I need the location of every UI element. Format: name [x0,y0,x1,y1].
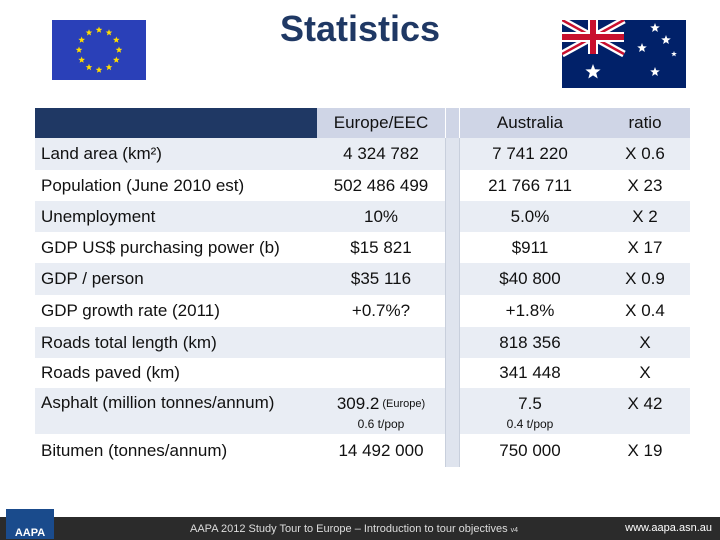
star [113,36,120,43]
star [105,29,113,36]
star [95,66,103,73]
gap-cell [445,138,460,170]
row-label: Land area (km²) [41,144,162,163]
table-value: X [639,363,651,382]
star [671,51,677,57]
star [105,63,113,71]
table-value: X 19 [627,440,663,460]
gap-cell [445,232,460,263]
row-band [35,170,690,201]
row-label: Roads total length (km) [41,332,217,352]
value-text: 309.2 [336,394,380,413]
star [85,63,93,71]
star [585,64,601,79]
table-value: 4 324 782 [343,144,419,163]
table-value: 7.5 [518,394,542,413]
row-band [35,201,690,232]
row-band [35,358,690,388]
star [637,43,647,52]
row-label: GDP growth rate (2011) [41,301,220,320]
slide-title: Statistics [279,8,441,49]
gap-cell [445,170,460,201]
column-header: Australia [460,108,600,138]
table-value: 14 492 000 [338,440,424,460]
note: 0.6 t/pop [357,417,405,431]
row-label: GDP / person [41,269,144,288]
star [95,26,103,33]
row-label: Population (June 2010 est) [41,175,245,195]
header-blank [35,108,317,138]
row-band [35,232,690,263]
table-value: X 0.9 [625,269,665,288]
star [85,29,93,36]
footer-text: AAPA 2012 Study Tour to Europe – Introdu… [190,523,518,535]
star [650,67,660,76]
row-band [35,327,690,358]
gap-cell [445,434,460,467]
table-value: $35 116 [350,269,412,288]
eu-flag [52,20,146,80]
row-label: Unemployment [41,206,156,226]
star [113,56,120,63]
gap-cell [445,358,460,388]
header-gap [445,108,460,138]
footer: AAPA AAPA 2012 Study Tour to Europe – In… [0,509,720,540]
table-value: 818 356 [499,332,561,352]
table-value: +0.7%? [351,301,411,320]
row-band [35,388,690,434]
table-value: 5.0% [510,206,550,226]
table-value: X 17 [627,237,663,257]
table-value: X 23 [627,175,663,195]
footer-logo: AAPA [6,509,54,539]
note: (Europe) [382,398,426,410]
gap-cell [445,201,460,232]
column-header: Europe/EEC [317,108,445,138]
gap-cell [445,295,460,327]
row-label: Bitumen (tonnes/annum) [41,440,228,460]
star [78,56,85,63]
statistics-table: Europe/EEC Australia ratio Land area (km²) 4… [35,108,690,467]
footer-url: www.aapa.asn.au [625,522,712,534]
table-value: X 2 [632,206,658,226]
table-value: $15 821 [350,237,412,257]
table-value: X 0.4 [625,301,665,320]
table-value: $40 800 [499,269,561,288]
table-value: $911 [511,237,549,257]
table-value: 21 766 711 [488,175,572,195]
table-value: 10% [363,206,399,226]
table-value: X [639,332,651,352]
table-value: 502 486 499 [333,175,429,195]
star [75,46,83,53]
star [115,46,123,53]
note: 0.4 t/pop [506,417,554,431]
gap-cell [445,388,460,434]
star [661,35,671,44]
table-value: 750 000 [499,440,561,460]
row-label: GDP US$ purchasing power (b) [41,237,280,257]
star [78,36,85,43]
row-band [35,434,690,467]
row-band [35,138,690,170]
row-band [35,295,690,327]
table-value: X 0.6 [625,144,665,163]
table-value: +1.8% [505,301,555,320]
footer-version: v4 [510,527,519,534]
row-band [35,263,690,295]
gap-cell [445,263,460,295]
table-value: 309.2 (Europe) [317,392,445,416]
footer-title: AAPA 2012 Study Tour to Europe – Introdu… [190,523,508,535]
table-value: 7 741 220 [492,144,568,163]
column-header: ratio [600,108,690,138]
row-label: Asphalt (million tonnes/annum) [41,393,275,412]
gap-cell [445,327,460,358]
star [650,23,660,32]
australia-flag [562,20,686,88]
table-value: 341 448 [499,363,561,382]
row-label: Roads paved (km) [41,363,180,382]
table-value: X 42 [627,394,663,413]
